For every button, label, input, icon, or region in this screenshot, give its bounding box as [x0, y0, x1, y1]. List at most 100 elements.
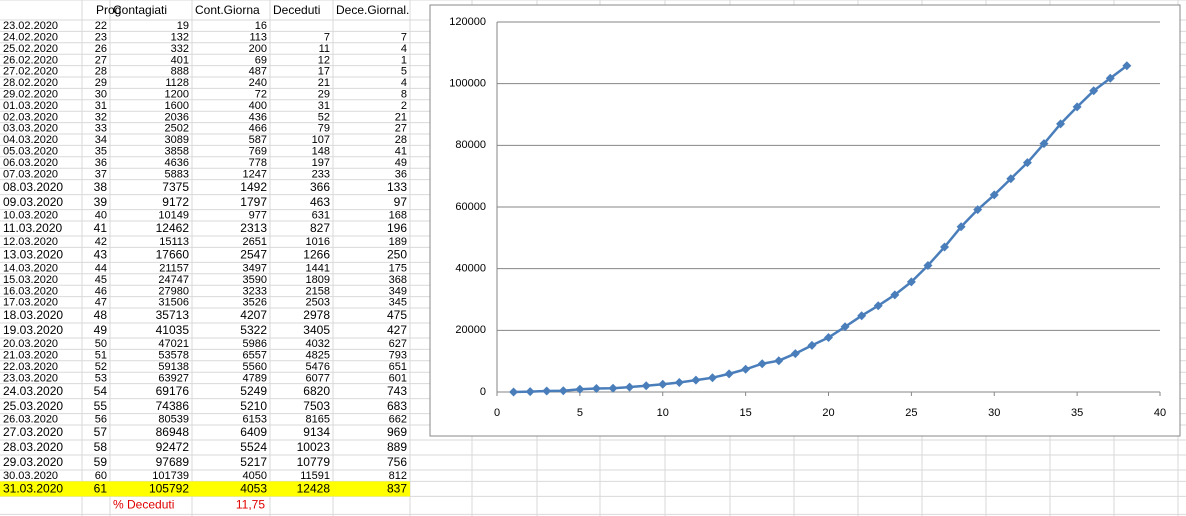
- data-point: [542, 386, 552, 396]
- column-header: Contagiati: [113, 3, 167, 17]
- number-cell: 12462: [156, 221, 190, 235]
- number-cell: 769: [249, 146, 267, 158]
- date-cell: 08.03.2020: [3, 180, 63, 194]
- number-cell: 1441: [306, 263, 330, 275]
- number-cell: 133: [387, 180, 407, 194]
- number-cell: 101739: [152, 470, 189, 482]
- number-cell: 61: [94, 482, 108, 496]
- number-cell: 10779: [297, 455, 331, 469]
- number-cell: 26: [95, 43, 107, 55]
- number-cell: 3405: [303, 323, 330, 337]
- data-point: [1039, 139, 1049, 149]
- date-cell: 24.02.2020: [3, 32, 58, 44]
- number-cell: 2978: [303, 308, 330, 322]
- number-cell: 35713: [156, 308, 190, 322]
- data-point: [774, 356, 784, 366]
- date-cell: 25.02.2020: [3, 43, 58, 55]
- data-point: [989, 190, 999, 200]
- data-point: [1072, 102, 1082, 112]
- data-point: [973, 205, 983, 215]
- number-cell: 11591: [300, 470, 330, 482]
- number-cell: 5883: [165, 168, 189, 180]
- number-cell: 7: [324, 32, 330, 44]
- number-cell: 97: [394, 195, 408, 209]
- number-cell: 2547: [240, 248, 267, 262]
- data-point: [525, 387, 535, 397]
- number-cell: 6820: [303, 384, 330, 398]
- date-cell: 13.03.2020: [3, 248, 63, 262]
- number-cell: 31: [95, 100, 107, 112]
- data-point: [591, 384, 601, 394]
- date-cell: 18.03.2020: [3, 308, 63, 322]
- number-cell: 6153: [243, 414, 267, 426]
- number-cell: 5: [401, 66, 407, 78]
- data-point: [906, 277, 916, 287]
- number-cell: 17: [318, 66, 330, 78]
- data-point: [608, 383, 618, 393]
- number-cell: 1266: [303, 248, 330, 262]
- date-cell: 27.03.2020: [3, 425, 63, 439]
- number-cell: 1247: [243, 168, 267, 180]
- number-cell: 2651: [243, 236, 267, 248]
- number-cell: 200: [249, 43, 267, 55]
- number-cell: 197: [312, 157, 330, 169]
- number-cell: 56: [95, 414, 107, 426]
- number-cell: 349: [389, 285, 407, 297]
- number-cell: 60: [95, 470, 107, 482]
- number-cell: 55: [94, 399, 108, 413]
- number-cell: 5210: [240, 399, 267, 413]
- x-tick-label: 0: [494, 407, 500, 419]
- number-cell: 969: [387, 425, 407, 439]
- date-cell: 25.03.2020: [3, 399, 63, 413]
- number-cell: 32: [95, 111, 107, 123]
- number-cell: 17660: [156, 248, 190, 262]
- number-cell: 12: [318, 54, 330, 66]
- number-cell: 46: [95, 285, 107, 297]
- number-cell: 436: [249, 111, 267, 123]
- data-point: [558, 386, 568, 396]
- number-cell: 5249: [240, 384, 267, 398]
- number-cell: 189: [389, 236, 407, 248]
- date-cell: 19.03.2020: [3, 323, 63, 337]
- data-point: [1006, 174, 1016, 184]
- y-tick-label: 0: [480, 386, 486, 398]
- x-tick-label: 35: [1071, 407, 1083, 419]
- date-cell: 27.02.2020: [3, 66, 58, 78]
- number-cell: 9134: [303, 425, 330, 439]
- number-cell: 21157: [159, 263, 189, 275]
- number-cell: 7: [401, 32, 407, 44]
- x-tick-label: 30: [988, 407, 1000, 419]
- number-cell: 332: [171, 43, 189, 55]
- number-cell: 5476: [306, 361, 330, 373]
- number-cell: 29: [95, 77, 107, 89]
- number-cell: 8165: [306, 414, 330, 426]
- number-cell: 49: [395, 157, 407, 169]
- number-cell: 38: [94, 180, 108, 194]
- data-point: [757, 359, 767, 369]
- data-point: [940, 242, 950, 252]
- number-cell: 39: [94, 195, 108, 209]
- date-cell: 23.03.2020: [3, 372, 58, 384]
- number-cell: 35: [95, 146, 107, 158]
- number-cell: 23: [95, 32, 107, 44]
- number-cell: 21: [395, 111, 407, 123]
- data-point: [807, 340, 817, 350]
- row-highlight: [0, 481, 410, 497]
- number-cell: 41: [395, 146, 407, 158]
- y-tick-label: 80000: [455, 139, 486, 151]
- date-cell: 04.03.2020: [3, 134, 58, 146]
- date-cell: 24.03.2020: [3, 384, 63, 398]
- number-cell: 41035: [156, 323, 190, 337]
- date-cell: 03.03.2020: [3, 123, 58, 135]
- data-point: [691, 375, 701, 385]
- number-cell: 756: [387, 455, 407, 469]
- date-cell: 29.03.2020: [3, 455, 63, 469]
- number-cell: 4050: [243, 470, 267, 482]
- data-point: [1022, 158, 1032, 168]
- number-cell: 22: [95, 20, 107, 32]
- date-cell: 09.03.2020: [3, 195, 63, 209]
- data-point: [707, 373, 717, 383]
- number-cell: 3858: [165, 146, 189, 158]
- number-cell: 1809: [306, 274, 330, 286]
- number-cell: 651: [389, 361, 407, 373]
